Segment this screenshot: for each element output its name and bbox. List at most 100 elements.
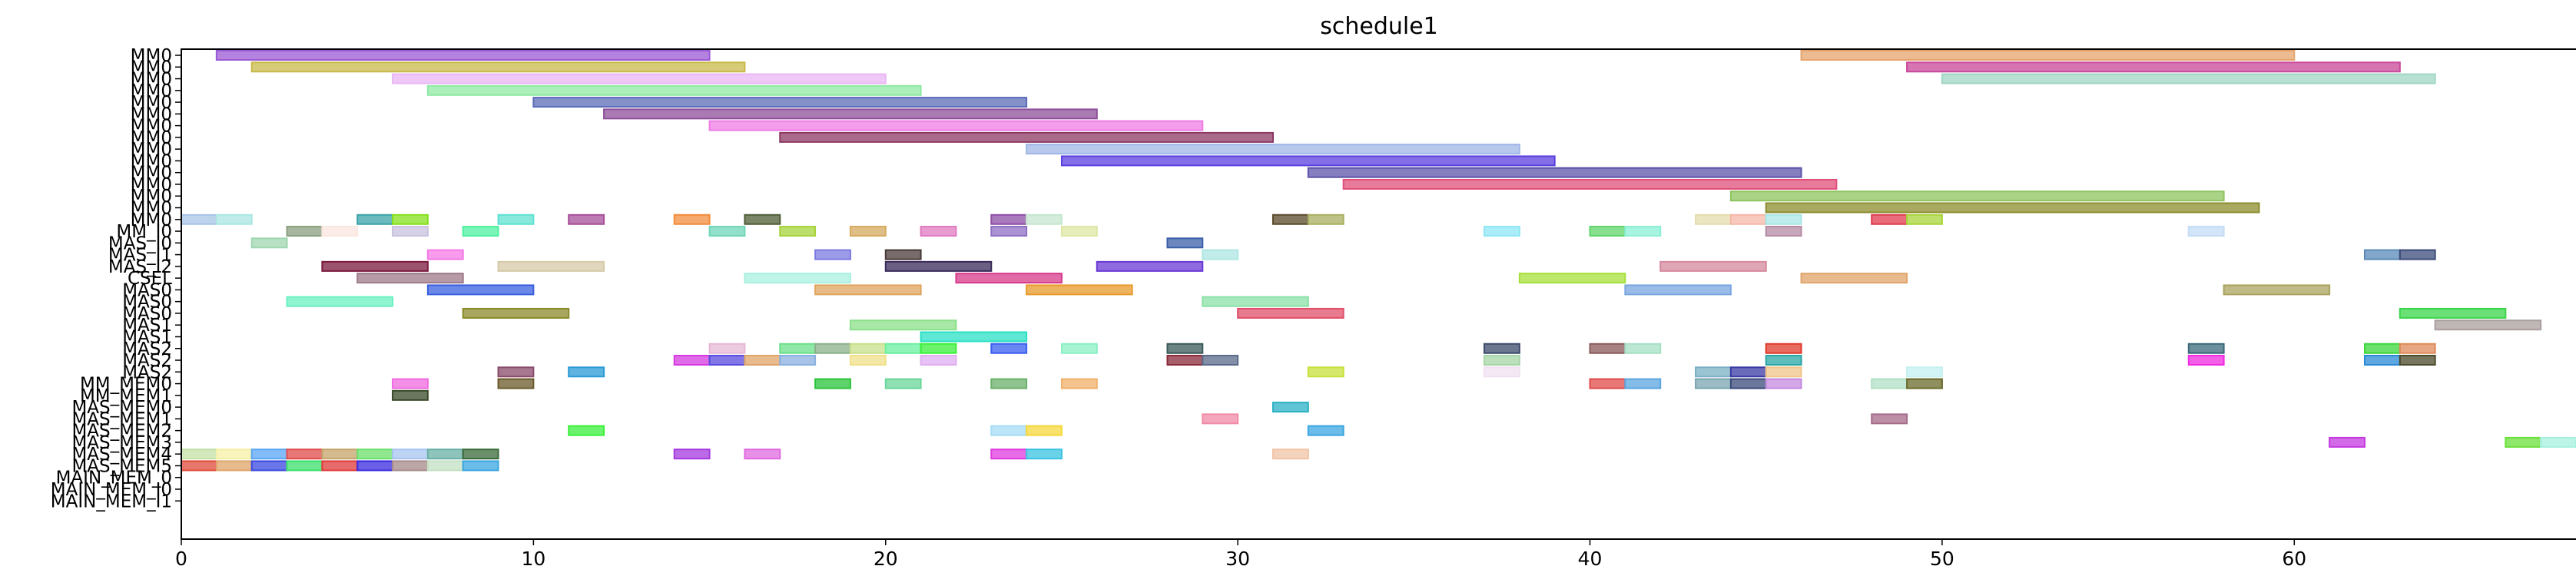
task-bar-92 (1765, 343, 1802, 354)
task-bar-27 (1271, 214, 1309, 225)
task-bar-116 (1906, 366, 1943, 378)
x-tick-label-1: 10 (521, 548, 545, 570)
task-bar-52 (814, 249, 851, 260)
y-tick-label-18: MAS_I2 (108, 257, 172, 277)
task-bar-58 (497, 260, 605, 272)
task-bar-110 (568, 366, 605, 378)
task-bar-26 (1026, 214, 1063, 225)
y-tick-label-25: MAS2 (122, 339, 172, 359)
y-tick-label-17: MAS_I1 (108, 246, 172, 266)
task-bar-149 (462, 449, 499, 460)
task-bar-125 (1695, 378, 1732, 389)
task-bar-49 (250, 237, 288, 249)
task-bar-25 (990, 214, 1028, 225)
task-bar-88 (1166, 343, 1204, 354)
task-bar-75 (1237, 307, 1344, 319)
task-bar-123 (1589, 378, 1626, 389)
task-bar-122 (1060, 378, 1098, 389)
y-tick-label-34: MAS_MEM4 (71, 445, 172, 465)
task-bar-18 (215, 214, 253, 225)
task-bar-121 (990, 378, 1028, 389)
task-bar-34 (286, 226, 323, 237)
task-bar-60 (1096, 260, 1204, 272)
task-bar-45 (1589, 226, 1626, 237)
y-tick-label-15: MM_I0 (116, 222, 172, 242)
task-bar-142 (215, 449, 253, 460)
task-bar-33 (1906, 214, 1943, 225)
task-bar-31 (1765, 214, 1802, 225)
task-bar-57 (321, 260, 429, 272)
y-tick-label-28: MM_MEM0 (80, 375, 172, 395)
y-tick-label-27: MAS2 (122, 362, 172, 382)
task-bar-64 (955, 273, 1063, 284)
task-bar-108 (2399, 355, 2436, 366)
task-bar-70 (1624, 284, 1732, 296)
task-bar-90 (1589, 343, 1626, 354)
x-tick-label-0: 0 (175, 548, 187, 570)
task-bar-147 (392, 449, 429, 460)
task-bar-63 (744, 273, 851, 284)
task-bar-154 (1271, 449, 1309, 460)
x-tick-label-2: 20 (874, 548, 898, 570)
task-bar-163 (462, 460, 499, 472)
y-tick-label-38: MAIN_MEM_I1 (51, 492, 172, 511)
task-bar-35 (321, 226, 359, 237)
x-tick-label-3: 30 (1225, 548, 1250, 570)
task-bar-85 (920, 343, 957, 354)
task-bar-97 (708, 355, 746, 366)
task-bar-61 (1659, 260, 1767, 272)
task-bar-19 (356, 214, 394, 225)
task-bar-41 (920, 226, 957, 237)
y-tick-label-33: MAS_MEM3 (71, 433, 172, 453)
task-bar-77 (849, 319, 957, 331)
task-bar-98 (744, 355, 781, 366)
task-bar-37 (462, 226, 499, 237)
task-bar-151 (744, 449, 781, 460)
y-tick-label-22: MAS0 (122, 304, 172, 324)
task-bar-76 (2399, 307, 2507, 319)
task-bar-101 (920, 355, 957, 366)
task-bar-42 (990, 226, 1028, 237)
task-bar-95 (2399, 343, 2436, 354)
task-bar-83 (849, 343, 887, 354)
task-bar-23 (673, 214, 711, 225)
task-bar-66 (1800, 273, 1908, 284)
task-bar-15 (1729, 190, 2225, 202)
task-bar-47 (1765, 226, 1802, 237)
x-tick-label-5: 50 (1930, 548, 1954, 570)
task-bar-36 (392, 226, 429, 237)
task-bar-162 (426, 460, 464, 472)
task-bar-89 (1484, 343, 1520, 354)
y-tick-label-32: MAS_MEM2 (71, 422, 172, 442)
task-bar-112 (1484, 366, 1520, 378)
y-tick-label-29: MM_MEM1 (80, 386, 172, 406)
task-bar-7 (532, 97, 1028, 108)
task-bar-55 (2363, 249, 2401, 260)
y-tick-label-5: MM0 (131, 104, 172, 124)
task-bar-93 (2187, 343, 2225, 354)
task-bar-73 (1202, 296, 1309, 307)
task-bar-111 (1307, 366, 1344, 378)
y-tick-label-0: MM0 (131, 46, 172, 66)
y-tick-label-31: MAS_MEM1 (71, 409, 172, 429)
task-bar-29 (1695, 214, 1732, 225)
task-bar-2 (250, 61, 746, 73)
x-axis: 0 10 20 30 40 50 60 (175, 539, 2306, 570)
y-tick-label-21: MAS0 (122, 293, 172, 313)
task-bar-139 (2505, 436, 2542, 448)
task-bar-113 (1695, 366, 1732, 378)
task-bar-153 (1026, 449, 1063, 460)
task-bar-96 (673, 355, 711, 366)
task-bar-127 (1765, 378, 1802, 389)
task-bar-107 (2363, 355, 2401, 366)
task-bar-79 (920, 331, 1028, 343)
y-tick-label-4: MM0 (131, 93, 172, 113)
y-tick-label-16: MAS_I0 (108, 233, 172, 253)
task-bar-87 (1060, 343, 1098, 354)
task-bar-155 (181, 460, 217, 472)
y-tick-label-30: MAS_MEM0 (71, 398, 172, 418)
plot-frame (181, 48, 2576, 540)
task-bar-131 (1271, 402, 1309, 413)
task-bar-150 (673, 449, 711, 460)
